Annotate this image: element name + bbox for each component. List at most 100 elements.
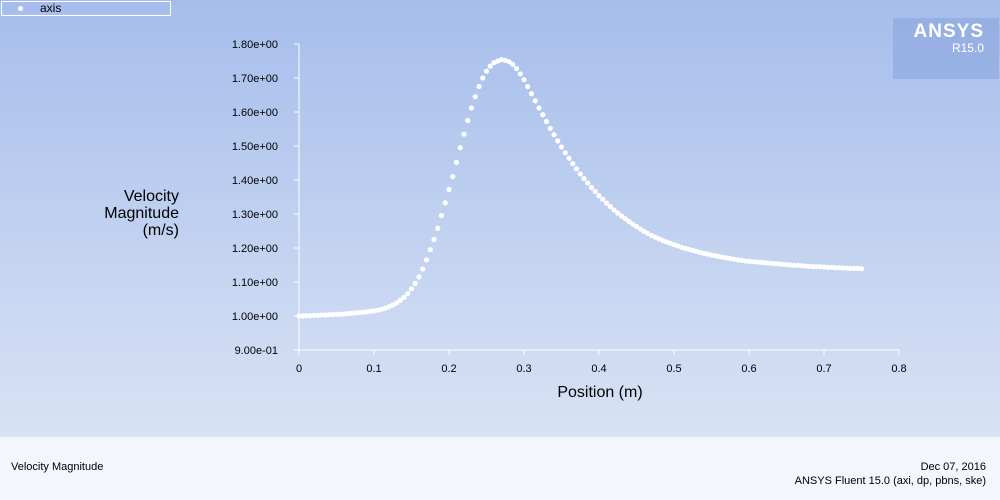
data-point [836,265,842,271]
data-point [517,71,523,77]
data-point [450,174,456,180]
data-point [607,203,613,210]
data-point [821,264,827,270]
x-tick-label: 0.2 [441,363,456,375]
data-point [360,309,366,315]
data-point [341,311,347,317]
data-point [757,259,763,265]
data-point [303,313,310,319]
y-tick-label: 1.30e+00 [232,209,278,221]
data-point [330,312,336,318]
data-point [810,263,816,269]
data-point [585,180,591,186]
data-point [768,260,775,266]
data-point [532,98,538,104]
y-tick-label: 9.00e-01 [235,345,278,357]
data-point [476,83,482,90]
data-point [776,261,782,267]
data-point [780,261,786,267]
data-point [600,196,606,202]
data-point [367,308,373,314]
data-point [802,263,808,269]
x-tick-label: 0.5 [666,363,681,375]
data-point [468,105,475,111]
y-tick-label: 1.20e+00 [232,243,278,255]
data-point [637,226,643,232]
data-point [806,263,812,269]
data-point [573,166,580,172]
data-point [296,313,302,319]
x-axis-label: Position (m) [557,384,643,401]
data-point [457,145,463,151]
data-point [761,260,767,266]
data-point [480,75,486,81]
data-point [825,264,831,270]
y-tick-label: 1.40e+00 [232,175,278,187]
data-point [742,258,748,264]
y-tick-label: 1.10e+00 [232,277,278,289]
y-tick-label: 1.70e+00 [232,73,278,85]
data-point [851,265,857,271]
data-point [615,210,621,216]
x-tick-label: 0.3 [516,363,531,375]
data-point [611,207,617,213]
data-point [543,118,550,125]
data-point [622,216,628,222]
data-point [446,186,452,193]
data-point [540,112,546,118]
data-point [577,171,583,177]
logo-version: R15.0 [951,41,984,55]
data-point [408,286,415,292]
data-point [596,193,602,199]
data-point [423,257,430,263]
data-point [828,264,835,270]
data-point [581,176,587,182]
data-point [435,225,441,231]
y-axis-label: Velocity Magnitude (m/s) [104,188,179,239]
y-tick-label: 1.60e+00 [232,107,278,119]
data-point [630,221,636,227]
data-point [510,61,516,67]
legend-marker [18,6,23,11]
data-point [783,262,790,268]
data-point [315,312,321,318]
data-point [322,312,328,318]
data-point [483,68,490,74]
footer-plot-title: Velocity Magnitude [11,461,104,473]
data-point [735,257,741,263]
legend: axis [1,1,171,16]
x-tick-label: 0.6 [741,363,756,375]
x-tick-label: 0.7 [816,363,831,375]
data-point [746,258,752,264]
data-point [566,155,572,161]
y-axis-label-line-1: Velocity [123,188,179,205]
data-point [431,236,437,243]
data-point [555,138,561,144]
y-axis-label-line-2: Magnitude [104,205,179,222]
y-tick-label: 1.80e+00 [232,39,278,51]
data-point [405,290,411,297]
data-point [465,117,471,124]
x-tick-label: 0.1 [366,363,381,375]
data-point [626,218,632,225]
data-point [333,311,340,317]
data-point [525,83,531,90]
data-point [798,263,805,269]
footer: Velocity Magnitude Dec 07, 2016 ANSYS Fl… [0,437,1000,500]
data-point [300,313,306,319]
data-point [356,310,362,316]
data-point [562,150,568,156]
data-point [337,311,343,317]
data-point [832,265,838,271]
data-point [487,63,493,69]
data-point [461,131,467,137]
footer-software: ANSYS Fluent 15.0 (axi, dp, pbns, ske) [794,475,986,487]
data-point [570,161,576,167]
data-point [551,132,557,138]
data-point [592,188,598,195]
footer-date: Dec 07, 2016 [920,461,986,473]
x-tick-label: 0.8 [891,363,906,375]
data-point [416,274,422,280]
data-point [633,223,640,230]
